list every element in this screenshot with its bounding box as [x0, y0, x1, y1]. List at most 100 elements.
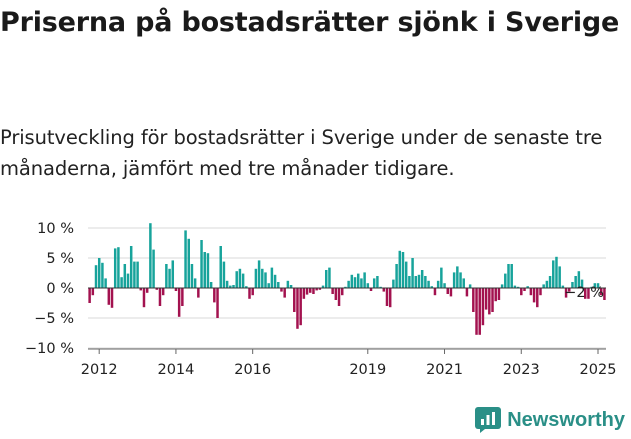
bar	[542, 284, 545, 288]
bar	[388, 288, 392, 308]
bar	[427, 280, 430, 288]
bar	[254, 268, 258, 288]
bar	[123, 264, 127, 288]
bar	[456, 266, 459, 288]
bar	[302, 288, 306, 299]
bar	[318, 288, 322, 290]
bar	[101, 262, 104, 288]
bar	[590, 286, 593, 288]
bar	[552, 260, 555, 288]
newsworthy-logo-icon	[475, 407, 502, 433]
bar	[177, 288, 181, 317]
bar	[97, 258, 101, 288]
bar	[315, 288, 318, 291]
brand-name: Newsworthy	[507, 408, 625, 431]
bar	[555, 256, 558, 288]
bar	[494, 288, 497, 302]
bar	[558, 266, 561, 288]
bar	[587, 288, 590, 299]
bar	[603, 288, 606, 300]
bar	[261, 268, 264, 288]
bar	[190, 264, 194, 288]
bar	[392, 279, 395, 288]
bar	[577, 271, 581, 288]
x-tick-label: 2023	[503, 362, 540, 378]
bar	[395, 264, 398, 288]
bar	[334, 288, 338, 300]
bar	[149, 223, 152, 288]
bar	[293, 288, 296, 312]
bar	[408, 276, 411, 288]
x-tick-label: 2012	[81, 362, 118, 378]
last-value-label: −2 %	[564, 285, 604, 301]
bar	[580, 279, 584, 288]
bar	[523, 288, 526, 291]
bar	[462, 278, 465, 288]
bar	[145, 288, 149, 293]
bar	[529, 288, 533, 296]
bar	[353, 277, 357, 288]
bar	[350, 274, 354, 288]
y-tick-label: −10 %	[25, 341, 74, 357]
bar	[478, 288, 481, 335]
bar	[229, 285, 232, 288]
bar	[305, 288, 309, 295]
bar	[197, 288, 200, 298]
bar	[107, 288, 111, 305]
bar	[225, 280, 229, 288]
bar	[264, 272, 267, 288]
bar	[433, 288, 437, 296]
bar	[165, 264, 168, 288]
bar	[513, 285, 517, 288]
bar	[277, 282, 280, 288]
bar	[507, 264, 510, 288]
x-tick-label: 2025	[580, 362, 617, 378]
bar	[257, 260, 261, 288]
bar	[443, 283, 446, 288]
bar	[344, 286, 347, 288]
bar	[120, 277, 123, 288]
bar	[139, 288, 143, 291]
bar	[568, 288, 571, 292]
bar	[337, 288, 341, 306]
bar	[366, 283, 370, 288]
bar	[238, 268, 242, 288]
bar	[299, 288, 302, 326]
bar	[136, 261, 139, 288]
bar	[206, 253, 210, 288]
bar	[379, 286, 382, 288]
bar	[599, 288, 603, 296]
bar	[113, 248, 117, 288]
bar	[398, 250, 402, 288]
bar	[219, 246, 222, 288]
bar	[347, 280, 350, 288]
bar	[510, 264, 513, 288]
x-tick-label: 2014	[157, 362, 194, 378]
bar	[465, 288, 469, 297]
bar	[472, 288, 475, 312]
bar	[309, 288, 312, 293]
bar	[520, 288, 523, 296]
bar	[248, 288, 251, 299]
bar	[321, 285, 325, 288]
bar	[417, 274, 421, 288]
bar	[232, 285, 235, 288]
bar	[488, 288, 491, 315]
bar	[385, 288, 389, 306]
bar	[526, 286, 529, 288]
y-tick-label: 10 %	[37, 221, 74, 237]
bar	[484, 288, 488, 310]
bar	[289, 285, 293, 288]
y-tick-label: 5 %	[46, 251, 74, 267]
bar	[158, 288, 162, 306]
bar	[104, 278, 107, 288]
bar	[117, 247, 120, 288]
bar	[273, 274, 277, 288]
bar	[459, 272, 462, 288]
bar	[468, 284, 472, 288]
bar	[270, 267, 274, 288]
bar	[404, 261, 408, 288]
bar	[548, 276, 552, 288]
bar	[363, 272, 366, 288]
bar	[312, 288, 315, 294]
